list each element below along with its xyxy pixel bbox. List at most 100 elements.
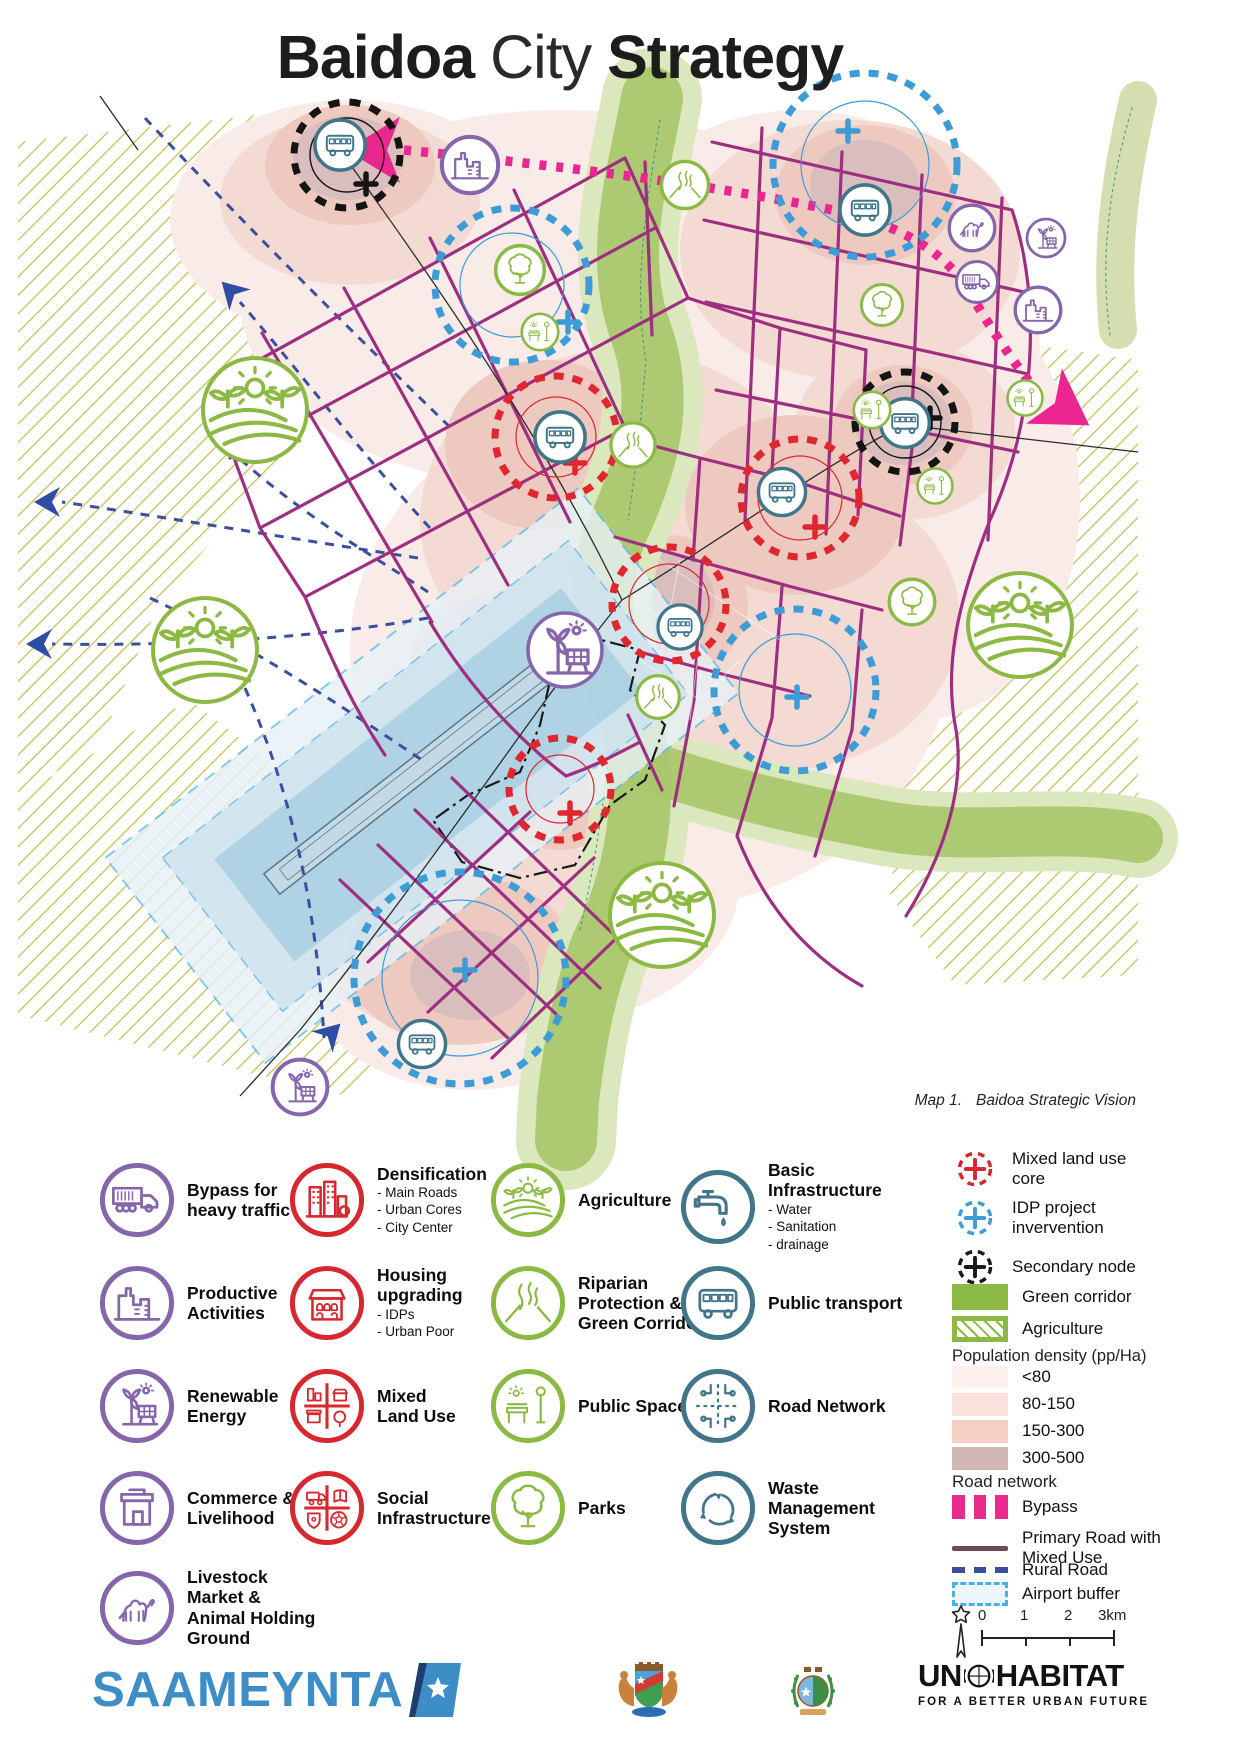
legend-label: Productive Activities (187, 1282, 278, 1323)
riparian-icon (609, 421, 657, 469)
bus-icon (313, 118, 367, 172)
public-space-icon (520, 312, 560, 352)
legend-label: Commerce & Livelihood (187, 1487, 295, 1528)
legend-label: Riparian Protection & Green Corridor (578, 1272, 704, 1334)
legend-item-basic-infrastructure: Basic Infrastructure - Water - Sanitatio… (678, 1160, 908, 1253)
bus-icon (533, 410, 587, 464)
unhabitat-un: UN (918, 1658, 962, 1693)
density-class-row: 300-500 (952, 1447, 1084, 1470)
road-network-title: Road network (952, 1472, 1057, 1491)
legend-item-livestock-market: Livestock Market & Animal Holding Ground (97, 1567, 317, 1648)
legend-label: Agriculture (1022, 1318, 1104, 1338)
legend-symbol-green-corridor: Green corridor (952, 1284, 1192, 1310)
density-class-row: 150-300 (952, 1420, 1084, 1443)
secondary-node-circles (290, 98, 959, 476)
unhabitat-habitat: HABITAT (995, 1658, 1124, 1693)
density-swatch (952, 1393, 1008, 1416)
legend-label: Road Network (768, 1395, 886, 1416)
factory-icon (439, 134, 501, 196)
north-arrow-icon (951, 1605, 971, 1658)
legend-sublabel: - drainage (768, 1236, 829, 1252)
road-class-airport-buffer: Airport buffer (952, 1582, 1120, 1606)
legend-item-densification: Densification - Main Roads - Urban Cores… (287, 1160, 497, 1240)
legend-symbol-idp-intervention: IDP project invervention (952, 1195, 1162, 1241)
wind-turbine-icon (99, 1368, 175, 1444)
primary-road-swatch (952, 1545, 1008, 1551)
legend-sublabel: - Urban Poor (377, 1324, 455, 1340)
factory-icon (1013, 285, 1063, 335)
wind-turbine-icon (270, 1057, 330, 1117)
blue-dashed-circle-plus-icon (957, 1200, 993, 1236)
legend-item-social-infrastructure: Social Infrastructure (287, 1468, 497, 1548)
map-caption-title: Baidoa Strategic Vision (976, 1092, 1136, 1109)
legend-label: Agriculture (578, 1189, 672, 1210)
legend-label: Densification (377, 1163, 487, 1184)
legend-label: Housing upgrading (377, 1265, 463, 1306)
map-caption: Map 1. Baidoa Strategic Vision (858, 1092, 1136, 1110)
agriculture-field-icon (151, 596, 259, 704)
park-tree-icon (887, 577, 937, 627)
legend-item-agriculture: Agriculture (488, 1160, 733, 1240)
idp-intervention-circles (350, 69, 961, 1088)
page-title: Baidoa City Strategy (0, 22, 1120, 92)
recycle-icon (680, 1470, 756, 1546)
public-space-icon (1006, 379, 1044, 417)
title-part-2: City (490, 23, 592, 91)
bus-icon (756, 466, 808, 518)
bus-icon (680, 1265, 756, 1341)
legend-sublabel: - IDPs (377, 1306, 415, 1322)
road-class-bypass: Bypass (952, 1495, 1078, 1519)
legend-item-public-transport: Public transport (678, 1263, 908, 1343)
legend-symbol-agriculture: Agriculture (952, 1316, 1192, 1342)
riparian-icon (659, 159, 711, 211)
legend-label: Public Spaces (578, 1395, 697, 1416)
population-density-title: Population density (pp/Ha) (952, 1347, 1147, 1365)
road-label: Rural Road (1022, 1560, 1108, 1579)
map-caption-label: Map 1. (914, 1092, 963, 1109)
park-tree-icon (859, 282, 905, 328)
factory-icon (99, 1265, 175, 1341)
saameynta-flag-icon (409, 1663, 462, 1717)
scale-label: 2 (1064, 1607, 1072, 1624)
legend-sublabel: - Main Roads (377, 1184, 458, 1200)
agriculture-hatch-swatch (952, 1316, 1008, 1342)
public-space-icon (916, 467, 954, 505)
road-class-primary: Primary Road with Mixed Use (952, 1528, 1182, 1568)
legend-label: Secondary node (1012, 1256, 1136, 1276)
agriculture-field-icon (490, 1162, 566, 1238)
legend-item-road-network: Road Network (678, 1366, 908, 1446)
rural-road-swatch (952, 1567, 1009, 1574)
legend-symbol-secondary-node: Secondary node (952, 1244, 1182, 1290)
title-part-3: Strategy (607, 23, 844, 91)
density-label: 150-300 (1022, 1421, 1085, 1441)
storefront-icon (99, 1470, 175, 1546)
faucet-icon (680, 1169, 756, 1244)
wind-turbine-icon (526, 611, 604, 689)
camel-icon (99, 1570, 175, 1645)
legend-label: Green corridor (1022, 1286, 1132, 1306)
legend-item-public-spaces: Public Spaces (488, 1366, 733, 1446)
legend-item-bypass-heavy-traffic: Bypass for heavy traffic (97, 1160, 317, 1240)
riparian-icon (490, 1265, 566, 1341)
bypass-route (346, 117, 1108, 454)
density-swatch (952, 1420, 1008, 1443)
legend-label: Bypass for heavy traffic (187, 1179, 291, 1220)
park-tree-icon (493, 243, 547, 297)
legend-item-productive-activities: Productive Activities (97, 1263, 317, 1343)
primary-road-network (206, 126, 1033, 1060)
density-class-row: 80-150 (952, 1393, 1075, 1416)
green-corridor-swatch (952, 1284, 1008, 1310)
legend-label: IDP project invervention (1012, 1197, 1104, 1237)
legend-label: Mixed land use core (1012, 1148, 1127, 1188)
legend-label: Public transport (768, 1292, 903, 1313)
bus-icon (396, 1018, 448, 1070)
agriculture-field-icon (966, 571, 1074, 679)
bypass-swatch (952, 1495, 1009, 1519)
legend-sublabel: - Sanitation (768, 1219, 837, 1235)
saameynta-logo: SAAMEYNTA (92, 1662, 462, 1718)
wind-turbine-icon (1025, 217, 1067, 259)
legend-sublabel: - Water (768, 1201, 812, 1217)
legend-sublabel: - City Center (377, 1219, 453, 1235)
public-space-icon (490, 1368, 566, 1444)
